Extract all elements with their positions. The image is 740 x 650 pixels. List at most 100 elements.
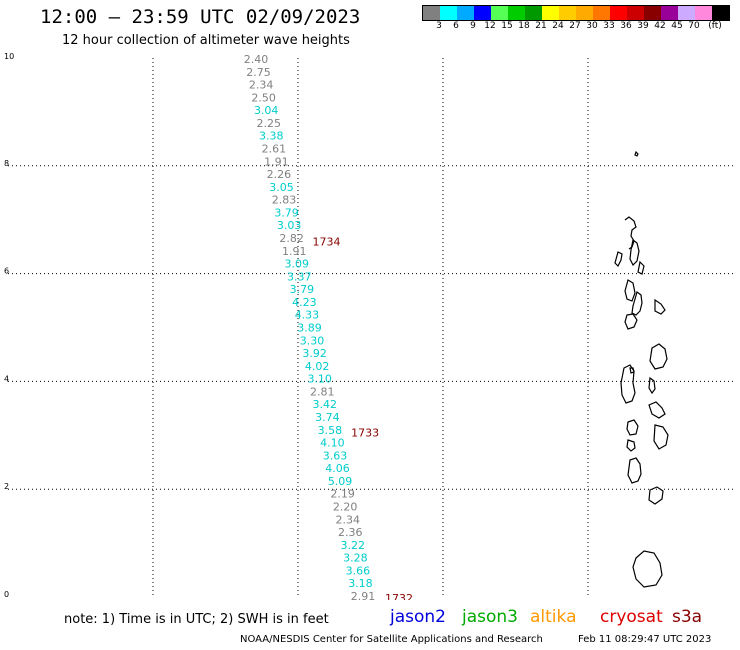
axis-ticks: 6063666972750246810 — [4, 52, 14, 599]
wave-height-value: 3.92 — [302, 347, 327, 360]
island-outline — [649, 343, 668, 370]
island-outline — [648, 376, 656, 395]
wave-height-value: 1.91 — [264, 155, 289, 168]
island-outline — [637, 260, 645, 275]
wave-height-value: 3.89 — [297, 322, 322, 335]
colorbar-swatch — [559, 6, 576, 20]
island-outline — [631, 290, 643, 316]
wave-height-value: 3.74 — [315, 411, 340, 424]
wave-height-value: 2.75 — [246, 66, 271, 79]
colorbar-label: 27 — [569, 21, 581, 31]
colorbar-label: 33 — [603, 21, 615, 31]
wave-height-value: 2.20 — [333, 501, 358, 514]
colorbar-swatch — [678, 6, 695, 20]
wave-height-value: 2.25 — [256, 117, 281, 130]
colorbar-label: 15 — [501, 21, 513, 31]
island-outline — [648, 486, 664, 505]
colorbar-label: 18 — [518, 21, 530, 31]
generation-timestamp: Feb 11 08:29:47 UTC 2023 — [578, 634, 712, 645]
y-tick-label: 2 — [4, 482, 9, 491]
legend-altika: altika — [530, 607, 577, 627]
wave-height-value: 2.81 — [310, 385, 335, 398]
maldives-islands — [614, 150, 669, 588]
grid-lines — [8, 58, 733, 597]
island-outline — [648, 401, 666, 419]
legend-s3a: s3a — [672, 607, 703, 627]
island-outline — [614, 251, 623, 268]
colorbar-swatch — [712, 6, 729, 20]
y-tick-label: 8 — [4, 159, 9, 168]
wave-height-readings: 2.402.752.342.503.042.253.382.611.912.26… — [244, 53, 376, 600]
y-tick-label: 10 — [4, 52, 14, 61]
colorbar-label: 21 — [535, 21, 547, 31]
colorbar-label: (ft) — [708, 21, 722, 31]
wave-height-value: 2.83 — [272, 194, 297, 207]
colorbar-label: 24 — [552, 21, 564, 31]
colorbar-swatch — [593, 6, 610, 20]
colorbar-swatch — [661, 6, 678, 20]
island-outline — [629, 238, 640, 267]
island-outline — [620, 364, 636, 404]
y-tick-label: 6 — [4, 267, 9, 276]
colorbar — [422, 5, 730, 21]
wave-height-value: 3.58 — [318, 424, 343, 437]
island-outline — [632, 550, 663, 588]
colorbar-swatch — [627, 6, 644, 20]
wave-height-value: 4.23 — [292, 296, 317, 309]
colorbar-swatch — [610, 6, 627, 20]
colorbar-label: 45 — [671, 21, 683, 31]
wave-height-value: 3.10 — [307, 373, 332, 386]
wave-height-value: 3.38 — [259, 130, 284, 143]
wave-height-value: 2.26 — [267, 168, 292, 181]
legend-jason2: jason2 — [390, 607, 446, 627]
colorbar-swatch — [491, 6, 508, 20]
y-tick-label: 0 — [4, 590, 9, 599]
colorbar-swatch — [644, 6, 661, 20]
chart-title: 12:00 – 23:59 UTC 02/09/2023 — [40, 6, 361, 28]
colorbar-label: 12 — [484, 21, 496, 31]
wave-height-value: 3.30 — [300, 334, 325, 347]
wave-height-value: 2.91 — [351, 590, 376, 600]
wave-height-value: 3.28 — [343, 552, 368, 565]
wave-height-value: 3.63 — [323, 449, 348, 462]
island-outline — [629, 367, 635, 374]
colorbar-swatch — [457, 6, 474, 20]
wave-height-value: 5.09 — [328, 475, 353, 488]
colorbar-swatch — [525, 6, 542, 20]
credit-line: NOAA/NESDIS Center for Satellite Applica… — [240, 634, 543, 645]
island-outline — [654, 298, 666, 315]
wave-height-value: 2.19 — [330, 488, 355, 501]
pass-time-labels: 1734 1733 1732 — [313, 235, 414, 600]
colorbar-label: 6 — [453, 21, 459, 31]
wave-height-value: 3.79 — [290, 283, 315, 296]
pass-time-label: 1734 — [313, 235, 341, 248]
island-outline — [634, 150, 639, 157]
legend-jason3: jason3 — [462, 607, 518, 627]
colorbar-swatch — [440, 6, 457, 20]
wave-height-value: 2.61 — [262, 143, 287, 156]
island-outline — [626, 439, 636, 452]
wave-height-value: 2.34 — [335, 513, 360, 526]
island-outline — [626, 419, 639, 436]
y-tick-label: 4 — [4, 374, 9, 383]
colorbar-label: 39 — [637, 21, 649, 31]
wave-height-value: 3.09 — [285, 258, 310, 271]
island-outline — [624, 313, 638, 330]
wave-height-map: 6063666972750246810 2.402.752.342.503.04… — [4, 52, 733, 600]
pass-time-label: 1733 — [351, 427, 379, 440]
wave-height-value: 3.66 — [346, 564, 371, 577]
colorbar-label: 3 — [436, 21, 442, 31]
wave-height-value: 3.42 — [313, 398, 338, 411]
colorbar-swatch — [508, 6, 525, 20]
pass-time-label: 1732 — [385, 592, 413, 600]
colorbar-swatch — [423, 6, 440, 20]
colorbar-label: 42 — [654, 21, 666, 31]
colorbar-label: 36 — [620, 21, 632, 31]
wave-height-value: 4.02 — [305, 360, 330, 373]
wave-height-value: 2.82 — [279, 232, 304, 245]
colorbar-swatch — [695, 6, 712, 20]
colorbar-label: 9 — [470, 21, 476, 31]
wave-height-value: 4.06 — [325, 462, 350, 475]
island-outline — [624, 216, 637, 250]
wave-height-value: 3.18 — [348, 577, 373, 590]
